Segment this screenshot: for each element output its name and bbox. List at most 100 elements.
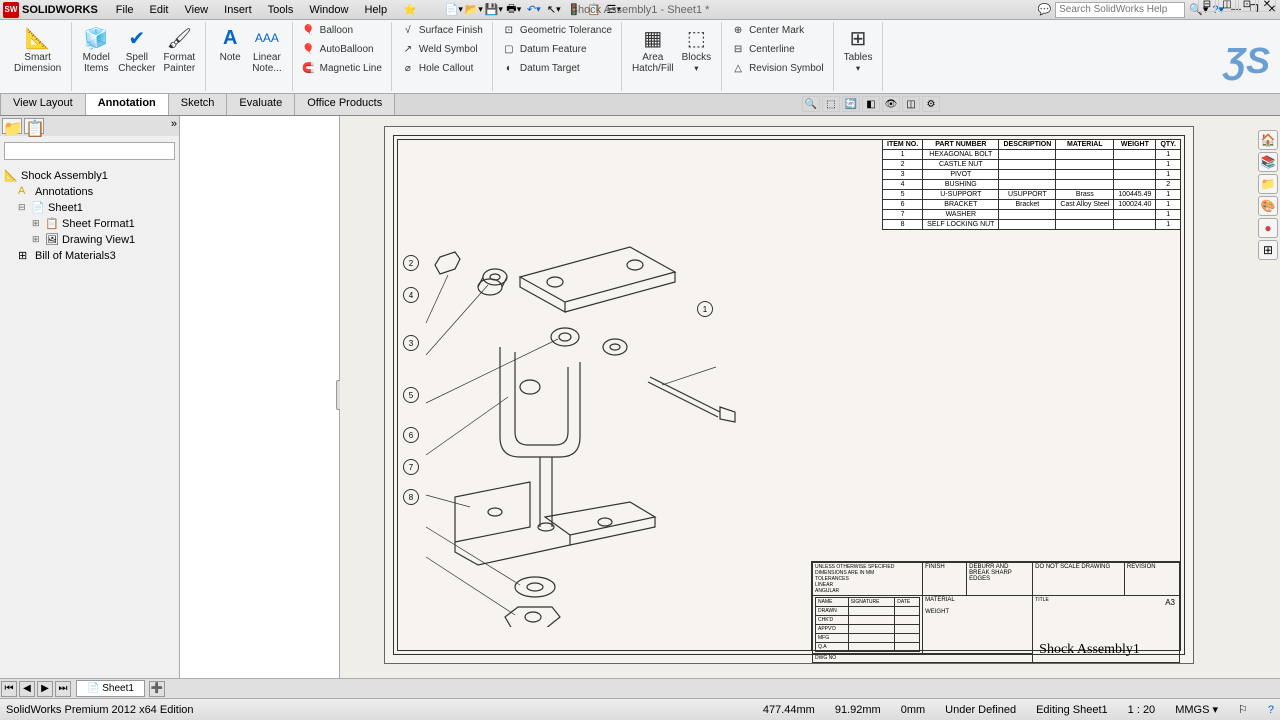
save-icon[interactable]: 💾▾	[485, 2, 503, 18]
bom-cell: 1	[1156, 160, 1181, 170]
spell-checker-button[interactable]: ✔ Spell Checker	[114, 22, 159, 76]
status-flag-icon[interactable]: ⚐	[1238, 703, 1248, 716]
tree-sheet-format[interactable]: ⊞📋Sheet Format1	[4, 216, 175, 232]
sheet-tab[interactable]: 📄 Sheet1	[76, 680, 145, 697]
status-help-icon[interactable]: ?	[1268, 704, 1274, 716]
expand-icon[interactable]: ⊞	[32, 234, 42, 245]
explorer-icon[interactable]: 📁	[1258, 174, 1278, 194]
tab-sketch[interactable]: Sketch	[169, 94, 228, 115]
smart-dimension-button[interactable]: 📐 Smart Dimension	[10, 22, 65, 76]
task-pane: 🏠 📚 📁 🎨 ● ⊞	[1258, 130, 1278, 260]
model-items-button[interactable]: 🧊 Model Items	[78, 22, 114, 76]
mdi-min-icon[interactable]: ⊟	[1198, 0, 1216, 12]
tree-sheet[interactable]: ⊟📄Sheet1	[4, 200, 175, 216]
format-painter-button[interactable]: 🖌 Format Painter	[160, 22, 200, 76]
property-tab-icon[interactable]: 📋	[24, 118, 44, 134]
bom-cell: 4	[883, 180, 923, 190]
menu-view[interactable]: View	[176, 4, 216, 16]
tree-tab-icon[interactable]: 📁	[2, 118, 22, 134]
help-bubble-icon[interactable]: 💬	[1037, 3, 1051, 16]
bom-row[interactable]: 1HEXAGONAL BOLT1	[883, 150, 1181, 160]
mdi-restore-icon[interactable]: ◫	[1218, 0, 1236, 12]
tree-bom[interactable]: ⊞Bill of Materials3	[4, 248, 175, 264]
collapse-icon[interactable]: ⊟	[18, 202, 28, 213]
menu-edit[interactable]: Edit	[142, 4, 177, 16]
bom-table[interactable]: ITEM NO.PART NUMBERDESCRIPTIONMATERIALWE…	[882, 139, 1181, 230]
bom-cell: 100445.49	[1114, 190, 1156, 200]
bom-row[interactable]: 7WASHER1	[883, 210, 1181, 220]
tab-office-products[interactable]: Office Products	[295, 94, 395, 115]
perspective-icon[interactable]: ◫	[902, 96, 920, 112]
bom-row[interactable]: 2CASTLE NUT1	[883, 160, 1181, 170]
surface-finish-button[interactable]: √Surface Finish	[398, 22, 486, 38]
center-mark-button[interactable]: ⊕Center Mark	[728, 22, 826, 38]
search-input[interactable]	[1055, 2, 1185, 18]
status-units[interactable]: MMGS ▾	[1175, 703, 1218, 716]
prev-sheet-icon[interactable]: ◀	[19, 681, 35, 697]
tab-annotation[interactable]: Annotation	[86, 94, 169, 115]
tree-root[interactable]: 📐Shock Assembly1	[4, 168, 175, 184]
bom-row[interactable]: 3PIVOT1	[883, 170, 1181, 180]
menu-insert[interactable]: Insert	[216, 4, 260, 16]
next-sheet-icon[interactable]: ▶	[37, 681, 53, 697]
bom-row[interactable]: 6BRACKETBracketCast Alloy Steel100024.40…	[883, 200, 1181, 210]
mdi-close-icon[interactable]: ✕	[1258, 0, 1276, 12]
menu-window[interactable]: Window	[301, 4, 356, 16]
menu-tools[interactable]: Tools	[260, 4, 302, 16]
magnetic-line-button[interactable]: 🧲Magnetic Line	[299, 60, 385, 76]
first-sheet-icon[interactable]: ⏮	[1, 681, 17, 697]
bom-row[interactable]: 4BUSHING2	[883, 180, 1181, 190]
appearance-icon[interactable]: ●	[1258, 218, 1278, 238]
section-icon[interactable]: ◧	[862, 96, 880, 112]
balloon-button[interactable]: 🎈Balloon	[299, 22, 385, 38]
area-hatch-button[interactable]: ▦ Area Hatch/Fill	[628, 22, 678, 91]
custom-icon[interactable]: ⊞	[1258, 240, 1278, 260]
new-icon[interactable]: 📄▾	[445, 2, 463, 18]
drawing-canvas[interactable]: ITEM NO.PART NUMBERDESCRIPTIONMATERIALWE…	[340, 116, 1280, 678]
tab-view-layout[interactable]: View Layout	[0, 94, 86, 115]
hole-callout-button[interactable]: ⌀Hole Callout	[398, 60, 486, 76]
print-icon[interactable]: 🖶▾	[505, 2, 523, 18]
zoom-area-icon[interactable]: ⬚	[822, 96, 840, 112]
auto-balloon-button[interactable]: 🎈AutoBalloon	[299, 41, 385, 57]
bom-row[interactable]: 5U-SUPPORTUSUPPORTBrass100445.491	[883, 190, 1181, 200]
datum-feature-button[interactable]: ▢Datum Feature	[499, 41, 615, 57]
menu-file[interactable]: File	[108, 4, 142, 16]
tree-filter-input[interactable]	[4, 142, 175, 160]
tree-drawing-view[interactable]: ⊞🖼Drawing View1	[4, 232, 175, 248]
bom-row[interactable]: 8SELF LOCKING NUT1	[883, 220, 1181, 230]
status-editing: Editing Sheet1	[1036, 704, 1108, 716]
undo-icon[interactable]: ↶▾	[525, 2, 543, 18]
note-button[interactable]: A Note	[212, 22, 248, 91]
datum-target-button[interactable]: ◐Datum Target	[499, 60, 615, 76]
display-icon[interactable]: 👁	[882, 96, 900, 112]
tree-annotations[interactable]: AAnnotations	[4, 184, 175, 200]
mdi-max-icon[interactable]: ⊡	[1238, 0, 1256, 12]
bom-cell: BUSHING	[923, 180, 999, 190]
rotate-icon[interactable]: 🔄	[842, 96, 860, 112]
title-block[interactable]: UNLESS OTHERWISE SPECIFIEDDIMENSIONS ARE…	[811, 561, 1181, 651]
weld-symbol-button[interactable]: ↗Weld Symbol	[398, 41, 486, 57]
settings-view-icon[interactable]: ⚙	[922, 96, 940, 112]
open-icon[interactable]: 📂▾	[465, 2, 483, 18]
tab-evaluate[interactable]: Evaluate	[227, 94, 295, 115]
centerline-button[interactable]: ⊟Centerline	[728, 41, 826, 57]
panel-collapse-icon[interactable]: »	[171, 118, 177, 134]
library-icon[interactable]: 📚	[1258, 152, 1278, 172]
menu-star-icon[interactable]: ⭐	[395, 3, 425, 16]
linear-note-button[interactable]: AAA Linear Note...	[248, 22, 285, 91]
add-sheet-icon[interactable]: ➕	[149, 681, 165, 697]
tables-button[interactable]: ⊞ Tables▾	[840, 22, 877, 75]
home-icon[interactable]: 🏠	[1258, 130, 1278, 150]
bom-cell	[999, 220, 1056, 230]
zoom-fit-icon[interactable]: 🔍	[802, 96, 820, 112]
menu-help[interactable]: Help	[356, 4, 395, 16]
last-sheet-icon[interactable]: ⏭	[55, 681, 71, 697]
palette-icon[interactable]: 🎨	[1258, 196, 1278, 216]
select-icon[interactable]: ↖▾	[545, 2, 563, 18]
geo-tolerance-button[interactable]: ⊡Geometric Tolerance	[499, 22, 615, 38]
bom-cell: 2	[883, 160, 923, 170]
revision-symbol-button[interactable]: △Revision Symbol	[728, 60, 826, 76]
expand-icon[interactable]: ⊞	[32, 218, 42, 229]
blocks-button[interactable]: ⬚ Blocks▾	[678, 22, 715, 91]
